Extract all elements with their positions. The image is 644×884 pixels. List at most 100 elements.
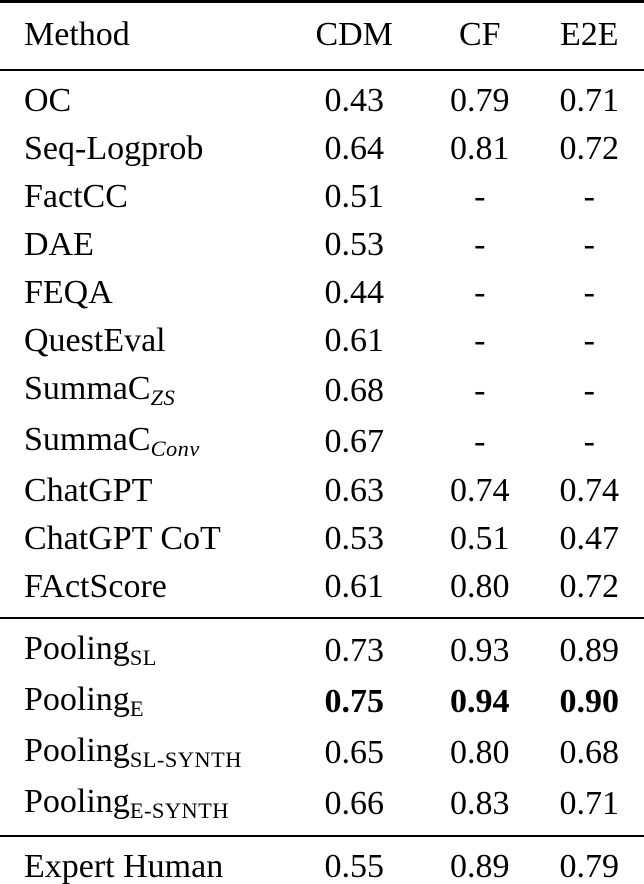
section-baselines: OC 0.43 0.79 0.71 Seq-Logprob 0.64 0.81 0.72 Fac… [0, 70, 644, 618]
value-cell: - [474, 422, 486, 460]
value-cell: 0.66 [324, 784, 384, 822]
method-label: Pooling [24, 630, 130, 667]
method-label: QuestEval [24, 322, 166, 359]
value-cell: - [583, 226, 595, 263]
method-label: FEQA [24, 274, 113, 311]
value-cell: 0.51 [450, 520, 510, 557]
table-row: Expert Human 0.55 0.89 0.79 [0, 835, 644, 884]
method-label: DAE [24, 226, 94, 263]
column-header-method: Method [0, 1, 284, 71]
value-cell: 0.55 [283, 835, 426, 884]
value-cell: 0.79 [450, 82, 510, 119]
method-subscript: E [129, 695, 144, 721]
method-cell: QuestEval [0, 317, 283, 365]
method-label: ChatGPT [24, 472, 153, 509]
method-label: SummaC [24, 370, 151, 407]
table-row: Seq-Logprob 0.64 0.81 0.72 [0, 125, 644, 173]
table-row: OC 0.43 0.79 0.71 [0, 70, 644, 125]
value-cell: 0.71 [559, 784, 620, 822]
table-row: FEQA 0.44 - - [0, 269, 644, 317]
value-cell: 0.80 [450, 733, 510, 771]
table-row: FActScore 0.61 0.80 0.72 [0, 563, 644, 618]
method-label: Pooling [24, 783, 130, 820]
table-header: Method CDM CF E2E [0, 1, 644, 71]
method-cell: PoolingSL-SYNTH [0, 727, 283, 778]
method-cell: FActScore [0, 563, 283, 618]
method-label: SummaC [24, 421, 151, 458]
method-cell: OC [0, 70, 283, 125]
method-cell: Seq-Logprob [0, 125, 283, 173]
section-pooling: PoolingSL 0.73 0.93 0.89 PoolingE 0.75 0.94 0.9… [0, 617, 644, 836]
value-cell: - [583, 274, 595, 311]
method-label: FActScore [24, 568, 167, 605]
table-row: SummaCZS 0.68 - - [0, 365, 644, 416]
method-cell: SummaCConv [0, 416, 283, 467]
method-subscript: Conv [150, 435, 200, 461]
method-label: Pooling [24, 732, 130, 769]
value-cell: - [583, 371, 595, 409]
method-subscript: SL [129, 644, 157, 670]
method-cell: DAE [0, 221, 283, 269]
value-cell: 0.44 [324, 274, 384, 311]
value-cell: 0.72 [559, 130, 620, 167]
value-cell: 0.61 [324, 568, 384, 605]
value-cell: 0.89 [534, 617, 644, 676]
method-cell: PoolingSL [0, 617, 284, 676]
column-header-cf: CF [425, 1, 535, 71]
value-cell: 0.47 [559, 520, 620, 557]
table-row: PoolingE 0.75 0.94 0.90 [0, 676, 644, 727]
method-cell: FactCC [0, 173, 283, 221]
value-cell: 0.74 [559, 472, 620, 509]
value-cell: 0.72 [559, 568, 620, 605]
method-cell: SummaCZS [0, 365, 283, 416]
value-cell: 0.89 [425, 835, 535, 884]
value-cell: 0.79 [534, 835, 644, 884]
method-subscript: SL-SYNTH [129, 746, 242, 772]
method-cell: PoolingE-SYNTH [0, 778, 283, 836]
value-cell: 0.53 [324, 520, 384, 557]
value-cell: 0.94 [450, 682, 510, 720]
method-label: ChatGPT CoT [24, 520, 221, 557]
method-cell: PoolingE [0, 676, 283, 727]
value-cell: 0.73 [283, 617, 426, 676]
method-cell: ChatGPT [0, 467, 283, 515]
value-cell: 0.43 [324, 82, 384, 119]
section-human: Expert Human 0.55 0.89 0.79 [0, 835, 644, 884]
method-label: OC [24, 82, 72, 119]
value-cell: 0.63 [324, 472, 384, 509]
value-cell: 0.74 [450, 472, 510, 509]
value-cell: 0.81 [450, 130, 510, 167]
table-row: ChatGPT CoT 0.53 0.51 0.47 [0, 515, 644, 563]
table-row: DAE 0.53 - - [0, 221, 644, 269]
column-header-cdm: CDM [283, 1, 426, 71]
method-label: Seq-Logprob [24, 130, 204, 167]
table-row: QuestEval 0.61 - - [0, 317, 644, 365]
method-subscript: ZS [150, 384, 176, 410]
table-row: SummaCConv 0.67 - - [0, 416, 644, 467]
value-cell: 0.90 [559, 682, 620, 720]
value-cell: - [474, 371, 486, 409]
table-row: PoolingE-SYNTH 0.66 0.83 0.71 [0, 778, 644, 836]
value-cell: - [474, 178, 486, 215]
value-cell: 0.80 [450, 568, 510, 605]
value-cell: 0.68 [559, 733, 620, 771]
column-header-e2e: E2E [534, 1, 644, 71]
value-cell: 0.67 [324, 422, 384, 460]
value-cell: 0.64 [324, 130, 384, 167]
value-cell: - [474, 322, 486, 359]
header-row: Method CDM CF E2E [0, 1, 644, 71]
table-row: ChatGPT 0.63 0.74 0.74 [0, 467, 644, 515]
method-cell: FEQA [0, 269, 283, 317]
value-cell: - [583, 422, 595, 460]
value-cell: 0.93 [425, 617, 535, 676]
method-label: Pooling [24, 681, 130, 718]
table-row: PoolingSL 0.73 0.93 0.89 [0, 617, 644, 676]
value-cell: 0.61 [324, 322, 384, 359]
table-row: FactCC 0.51 - - [0, 173, 644, 221]
method-label: Expert Human [24, 848, 224, 884]
method-cell: Expert Human [0, 835, 284, 884]
method-subscript: E-SYNTH [129, 797, 229, 823]
value-cell: 0.51 [324, 178, 384, 215]
